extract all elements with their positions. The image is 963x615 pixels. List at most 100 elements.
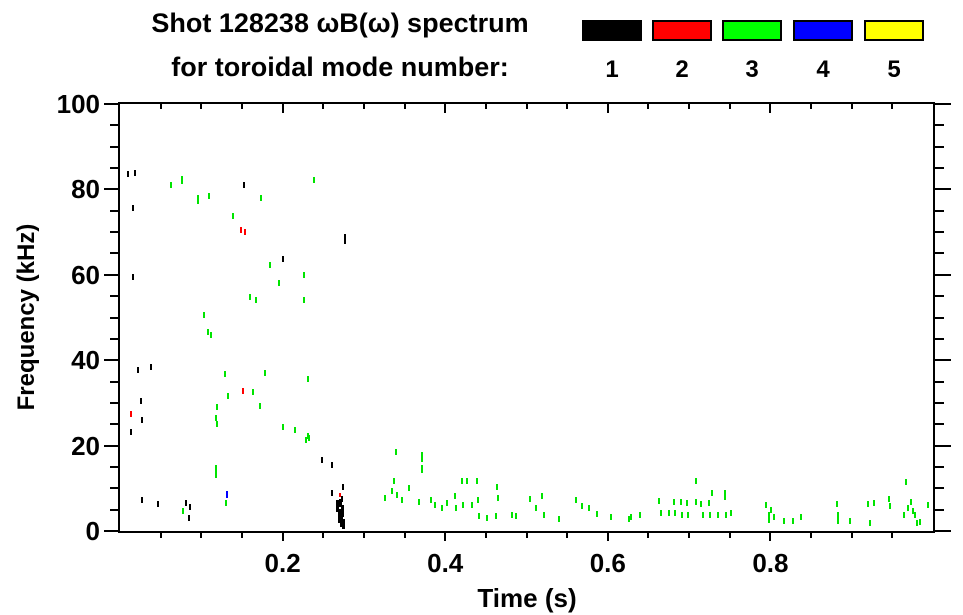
data-mark-n3 [905, 479, 908, 486]
data-mark-n3 [836, 518, 839, 525]
data-mark-n3 [542, 512, 545, 519]
data-mark-n3 [471, 502, 474, 509]
data-mark-n3 [251, 389, 254, 396]
data-mark-n1 [338, 499, 342, 508]
y-minor-tick [110, 508, 118, 511]
data-mark-n3 [767, 512, 770, 519]
data-mark-n3 [496, 483, 499, 490]
data-mark-n3 [701, 512, 704, 519]
x-minor-tick [566, 533, 569, 538]
data-mark-n3 [694, 499, 697, 506]
x-minor-tick [728, 533, 731, 538]
data-mark-n3 [674, 510, 677, 517]
data-mark-n3 [514, 513, 517, 520]
data-mark-n3 [596, 511, 599, 518]
y-major-tick [104, 359, 118, 362]
data-mark-n3 [723, 490, 726, 501]
y-minor-tick [110, 401, 118, 404]
y-minor-tick [110, 316, 118, 319]
data-mark-n1 [129, 428, 132, 435]
legend-swatch-4 [793, 20, 853, 41]
y-tick-label: 40 [71, 345, 100, 376]
data-mark-n3 [906, 505, 909, 512]
data-mark-n3 [440, 505, 443, 512]
data-mark-n3 [724, 512, 727, 519]
x-minor-tick [322, 533, 325, 538]
data-mark-n1 [132, 205, 134, 212]
data-mark-n3 [384, 495, 387, 502]
data-mark-n3 [672, 499, 675, 506]
x-minor-tick [525, 533, 528, 538]
data-mark-n3 [558, 516, 561, 523]
data-mark-n3 [227, 393, 230, 400]
data-mark-n3 [510, 512, 513, 519]
x-major-tick [281, 533, 284, 541]
x-minor-tick [200, 533, 203, 538]
data-mark-n3 [302, 296, 305, 303]
data-mark-n3 [575, 497, 578, 504]
data-mark-n3 [687, 512, 690, 519]
data-mark-n3 [170, 182, 173, 189]
x-minor-tick [647, 533, 650, 538]
y-minor-tick [110, 231, 118, 234]
x-major-tick [769, 104, 772, 113]
x-minor-tick [159, 533, 162, 538]
y-minor-tick [935, 316, 944, 319]
data-mark-n3 [391, 488, 394, 495]
x-minor-tick [159, 104, 162, 109]
x-minor-tick [688, 104, 691, 109]
y-minor-tick [935, 508, 944, 511]
legend-label-5: 5 [887, 56, 901, 83]
data-mark-n1 [149, 363, 152, 370]
y-minor-tick [110, 380, 118, 383]
data-mark-n3 [254, 296, 257, 303]
data-mark-n3 [914, 512, 917, 519]
data-mark-n3 [639, 512, 642, 519]
y-minor-tick [110, 209, 118, 212]
y-tick-label: 100 [56, 89, 100, 119]
y-minor-tick [935, 209, 944, 212]
data-mark-n3 [313, 177, 316, 184]
data-mark-n3 [445, 500, 448, 507]
y-major-tick [935, 103, 951, 105]
data-mark-n3 [580, 503, 583, 510]
data-mark-n1 [336, 500, 340, 513]
y-minor-tick [110, 465, 118, 468]
data-mark-n3 [453, 493, 456, 500]
data-mark-n3 [401, 497, 404, 504]
data-mark-n3 [478, 513, 481, 520]
data-mark-n3 [214, 465, 217, 474]
data-mark-n1 [127, 171, 130, 178]
y-minor-tick [110, 423, 118, 426]
data-mark-n1 [157, 501, 160, 508]
data-mark-n1 [140, 398, 143, 405]
data-mark-n1 [340, 495, 343, 502]
data-mark-n2 [240, 226, 243, 233]
data-mark-n3 [783, 518, 786, 525]
x-minor-tick [403, 533, 406, 538]
data-mark-n1 [342, 519, 346, 530]
data-mark-n3 [528, 496, 531, 503]
data-mark-n3 [686, 500, 689, 507]
data-mark-n3 [770, 507, 773, 514]
data-mark-n3 [430, 497, 433, 504]
data-mark-n3 [305, 437, 308, 444]
chart-subtitle: for toroidal mode number: [171, 52, 509, 82]
legend-label-2: 2 [675, 56, 689, 83]
x-tick-label: 0.4 [427, 548, 464, 578]
x-minor-tick [240, 104, 243, 109]
chart-title: Shot 128238 ωB(ω) spectrum [151, 8, 529, 38]
y-minor-tick [935, 337, 944, 340]
y-tick-label: 80 [71, 174, 100, 205]
data-mark-n3 [407, 485, 410, 492]
data-mark-n1 [136, 367, 139, 374]
data-mark-n3 [214, 472, 217, 479]
data-mark-n2 [244, 228, 247, 235]
y-major-tick [104, 273, 118, 276]
y-minor-tick [935, 380, 944, 383]
legend-swatch-2 [652, 20, 712, 41]
data-mark-n3 [800, 514, 803, 521]
y-minor-tick [110, 487, 118, 490]
x-minor-tick [484, 533, 487, 538]
data-mark-n1 [243, 182, 246, 189]
